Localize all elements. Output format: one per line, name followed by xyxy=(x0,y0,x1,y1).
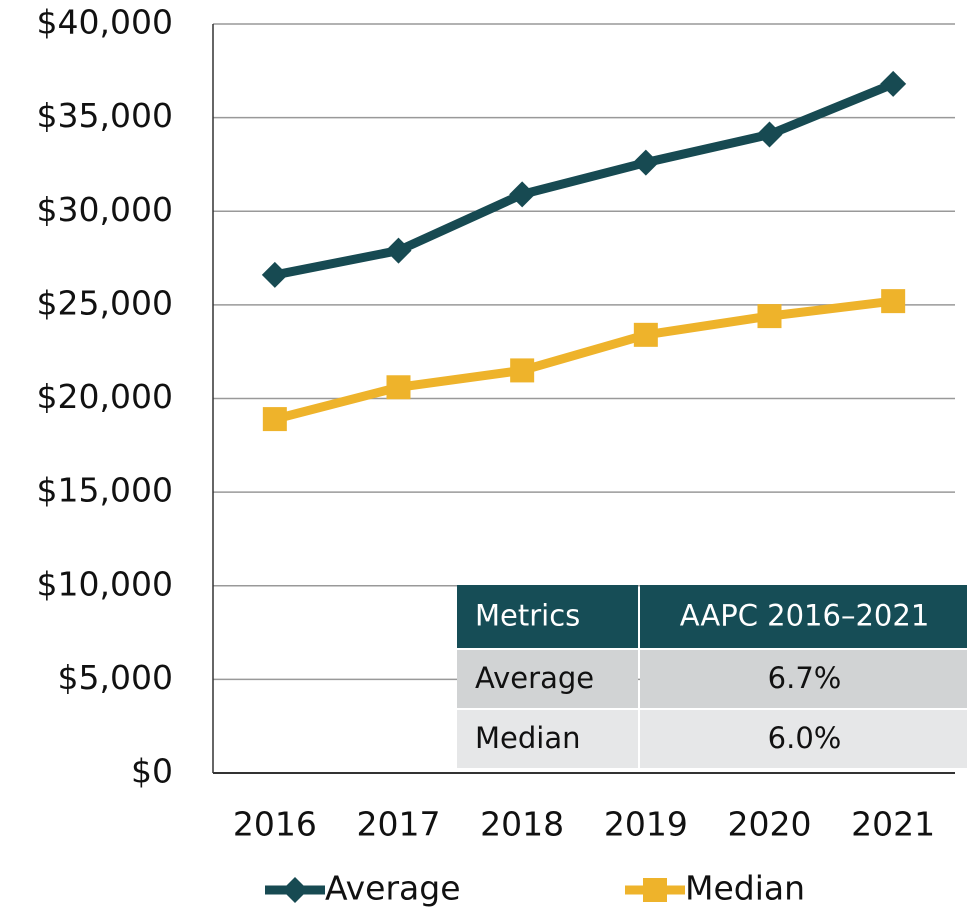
y-tick-label: $0 xyxy=(131,752,173,791)
data-point xyxy=(386,375,411,400)
y-tick-label: $20,000 xyxy=(37,377,173,416)
table-header: Metrics xyxy=(475,599,580,633)
y-tick-label: $10,000 xyxy=(37,564,173,603)
data-point xyxy=(385,237,412,264)
series-line xyxy=(273,296,894,424)
table-text: 6.7% xyxy=(768,661,842,695)
y-tick-label: $35,000 xyxy=(37,96,173,135)
table-text: Median xyxy=(475,721,580,755)
data-point xyxy=(262,407,287,432)
x-tick-label: 2020 xyxy=(728,805,812,844)
table-cell xyxy=(640,650,967,708)
x-tick-label: 2021 xyxy=(851,805,935,844)
data-point xyxy=(633,322,658,347)
x-tick-label: 2018 xyxy=(480,805,564,844)
table-text: 6.0% xyxy=(768,721,842,755)
data-point xyxy=(881,289,906,314)
table-cell xyxy=(457,710,638,768)
x-tick-label: 2017 xyxy=(357,805,441,844)
x-tick-label: 2016 xyxy=(233,805,317,844)
legend-label: Average xyxy=(325,869,461,908)
table-header-cell xyxy=(457,585,638,648)
data-point xyxy=(880,70,907,97)
table-text: Average xyxy=(475,661,594,695)
data-point xyxy=(632,149,659,176)
data-point xyxy=(757,304,782,329)
legend-marker xyxy=(643,878,667,902)
table-cell xyxy=(457,650,638,708)
x-tick-label: 2019 xyxy=(604,805,688,844)
data-point xyxy=(509,181,536,208)
series-line xyxy=(273,79,895,280)
data-point xyxy=(510,358,535,383)
legend-marker xyxy=(282,877,308,903)
table-header: AAPC 2016–2021 xyxy=(680,599,930,633)
data-point xyxy=(756,121,783,148)
y-tick-label: $5,000 xyxy=(58,658,173,697)
y-tick-label: $30,000 xyxy=(37,190,173,229)
table-cell xyxy=(640,710,967,768)
y-tick-label: $25,000 xyxy=(37,283,173,322)
legend-label: Median xyxy=(685,869,805,908)
data-point xyxy=(261,261,288,288)
table-header-cell xyxy=(640,585,967,648)
y-tick-label: $15,000 xyxy=(37,471,173,510)
y-tick-label: $40,000 xyxy=(37,3,173,42)
